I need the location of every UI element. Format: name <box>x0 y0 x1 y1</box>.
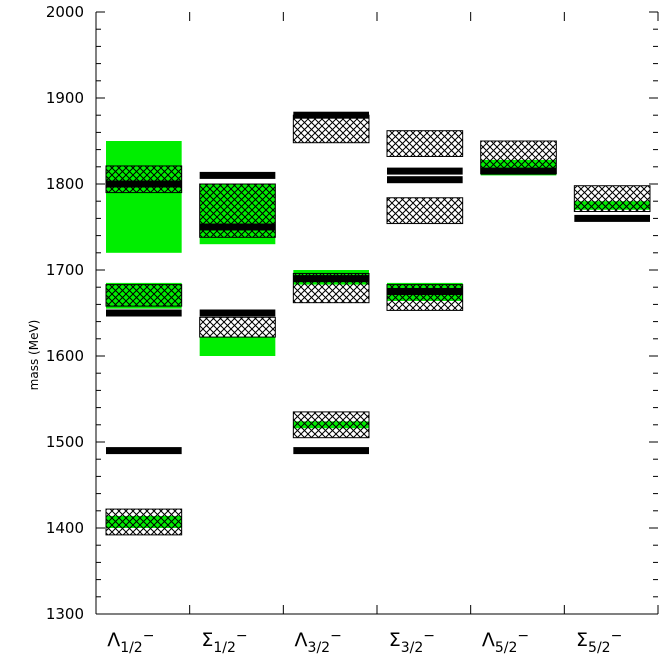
hatched-box <box>199 316 276 338</box>
green-band <box>106 141 182 253</box>
category-label: Λ3/2− <box>295 628 342 656</box>
experimental-mass-bar <box>480 167 557 175</box>
y-tick-label: 1600 <box>46 347 84 365</box>
y-axis-label: mass (MeV) <box>27 320 41 391</box>
y-tick-label: 1800 <box>46 175 84 193</box>
hatched-box <box>105 508 183 536</box>
experimental-mass-bar <box>199 171 276 179</box>
category-label: Σ5/2− <box>576 628 622 656</box>
experimental-mass-bar <box>387 167 463 175</box>
hatched-box <box>386 130 464 157</box>
y-tick-label: 1400 <box>46 519 84 537</box>
y-tick-label: 1700 <box>46 261 84 279</box>
y-tick-label: 2000 <box>46 3 84 21</box>
experimental-mass-bar <box>106 180 182 188</box>
y-tick-label: 1300 <box>46 605 84 623</box>
hatched-box <box>386 197 464 225</box>
experimental-mass-bar <box>293 447 369 455</box>
y-tick-label: 1500 <box>46 433 84 451</box>
experimental-mass-bar <box>106 309 182 317</box>
experimental-mass-bar <box>106 447 182 455</box>
experimental-mass-bar <box>199 309 276 317</box>
experimental-mass-bar <box>387 176 463 184</box>
hatched-box <box>105 165 183 194</box>
experimental-mass-bar <box>293 111 369 119</box>
category-label: Σ1/2− <box>201 628 247 656</box>
experimental-mass-bar <box>387 288 463 295</box>
hatched-box <box>573 185 651 213</box>
category-label: Λ5/2− <box>482 628 529 656</box>
hatched-box <box>292 411 370 439</box>
hatched-box <box>292 114 370 144</box>
experimental-mass-bar <box>293 275 369 283</box>
category-label: Σ3/2− <box>389 628 435 656</box>
experimental-mass-bar <box>574 214 650 222</box>
green-band <box>199 337 276 356</box>
plot-area: 1300 1400 1500 1600 1700 1800 1900 2000 Λ1/2− Σ1/… <box>46 3 659 656</box>
experimental-mass-bar <box>199 223 276 231</box>
y-tick-label: 1900 <box>46 89 84 107</box>
hatched-box <box>105 284 183 307</box>
category-label: Λ1/2− <box>107 628 154 656</box>
